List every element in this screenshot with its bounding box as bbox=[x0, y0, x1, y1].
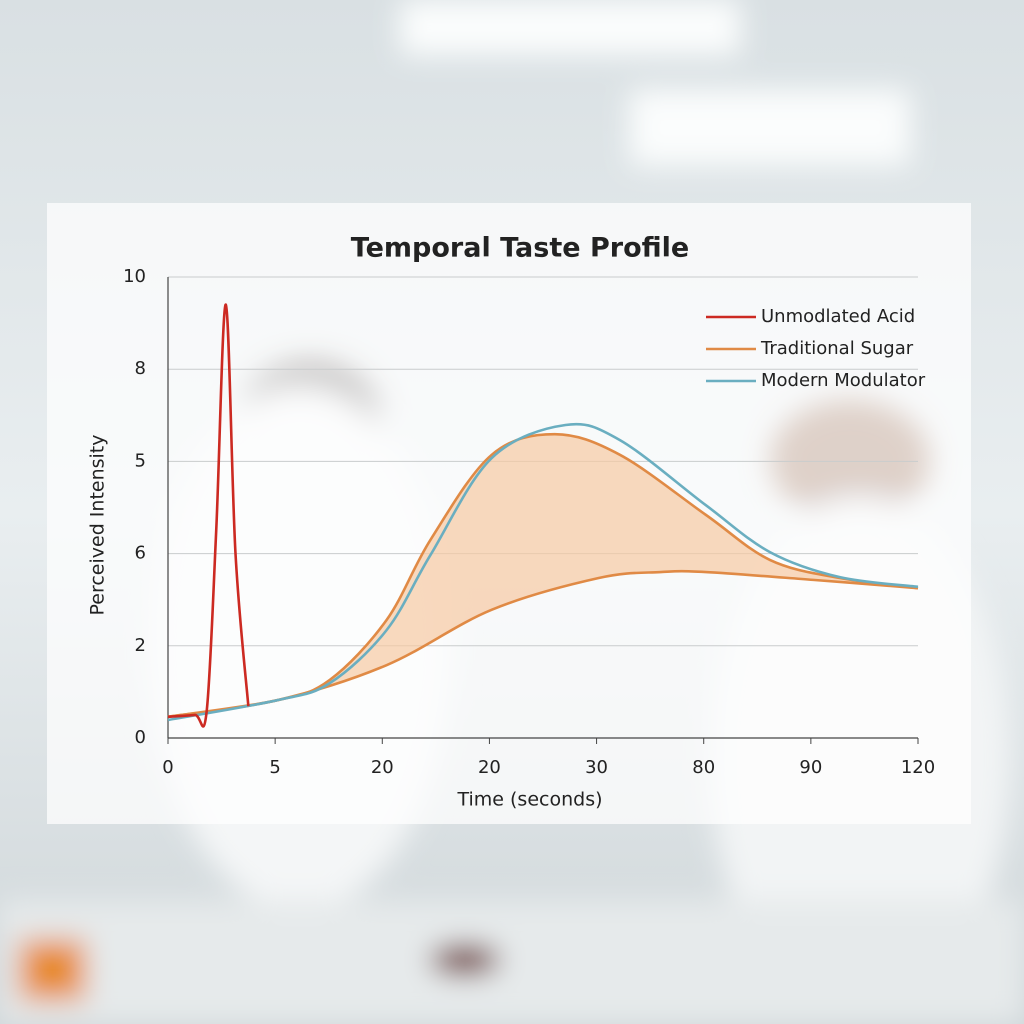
series-line bbox=[167, 422, 919, 722]
y-tick-label: 10 bbox=[123, 266, 146, 287]
legend-label: Unmodlated Acid bbox=[761, 306, 915, 327]
chart-title: Temporal Taste Profile bbox=[351, 233, 689, 264]
x-tick-label: 120 bbox=[901, 757, 935, 778]
x-tick-label: 20 bbox=[371, 757, 394, 778]
legend-label: Traditional Sugar bbox=[760, 338, 914, 359]
x-tick-label: 90 bbox=[799, 757, 822, 778]
band-area bbox=[168, 434, 918, 717]
y-tick-label: 6 bbox=[135, 543, 146, 564]
y-tick-label: 8 bbox=[135, 358, 146, 379]
x-tick-label: 5 bbox=[269, 757, 280, 778]
x-tick-label: 20 bbox=[478, 757, 501, 778]
x-tick-label: 0 bbox=[162, 757, 173, 778]
y-tick-label: 5 bbox=[135, 450, 146, 471]
x-tick-label: 30 bbox=[585, 757, 608, 778]
plot: 0 2 6 5 8 10 0 5 20 20 30 80 90 120 Unmodlated Acid Tra… bbox=[123, 266, 935, 778]
y-tick-label: 2 bbox=[135, 635, 146, 656]
x-tick-label: 80 bbox=[692, 757, 715, 778]
series-line bbox=[167, 303, 250, 728]
legend-label: Modern Modulator bbox=[761, 370, 926, 391]
y-tick-label: 0 bbox=[135, 727, 146, 748]
x-axis-label: Time (seconds) bbox=[456, 789, 602, 811]
y-axis-label: Perceived Intensity bbox=[87, 434, 109, 615]
